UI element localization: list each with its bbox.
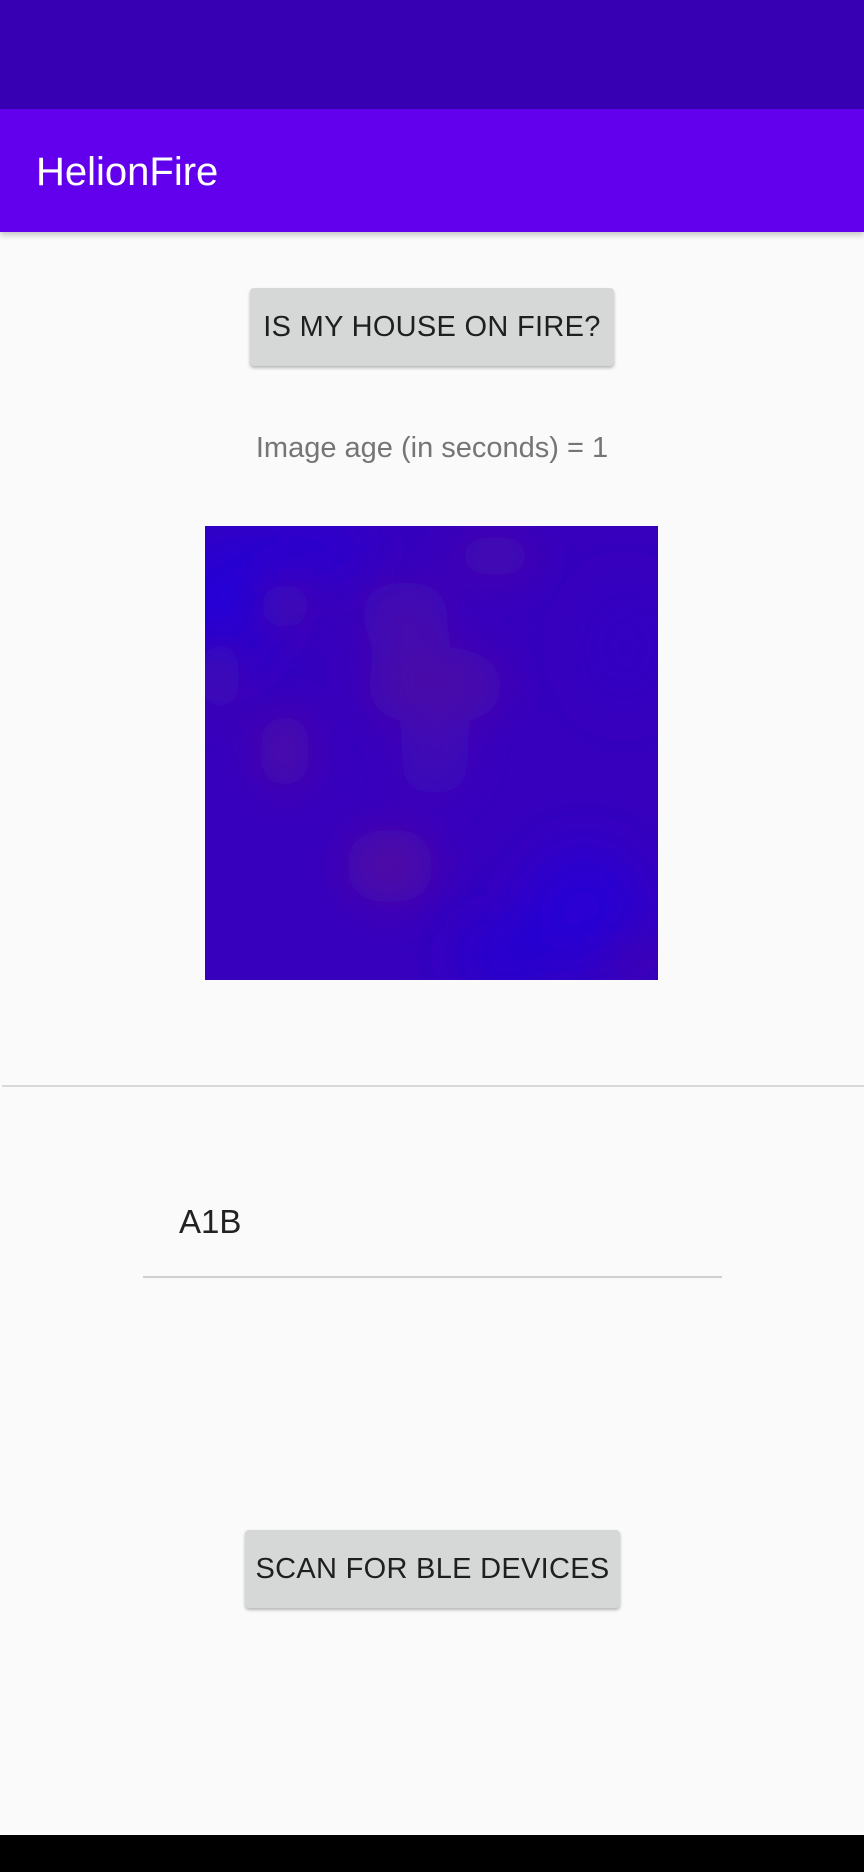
status-bar	[0, 0, 864, 109]
main-content: IS MY HOUSE ON FIRE? Image age (in secon…	[0, 232, 864, 1835]
device-name-underline	[143, 1276, 722, 1278]
scan-for-ble-devices-button[interactable]: SCAN FOR BLE DEVICES	[245, 1530, 620, 1608]
app-bar: HelionFire	[0, 109, 864, 232]
image-age-label: Image age (in seconds) = 1	[255, 432, 609, 464]
is-my-house-on-fire-button[interactable]: IS MY HOUSE ON FIRE?	[250, 288, 614, 366]
navigation-bar	[0, 1835, 864, 1872]
app-title: HelionFire	[36, 150, 219, 194]
device-name-value[interactable]: A1B	[179, 1203, 242, 1240]
thermal-image	[205, 526, 658, 980]
device-name-field[interactable]: A1B	[143, 1178, 722, 1278]
section-divider	[2, 1085, 864, 1087]
